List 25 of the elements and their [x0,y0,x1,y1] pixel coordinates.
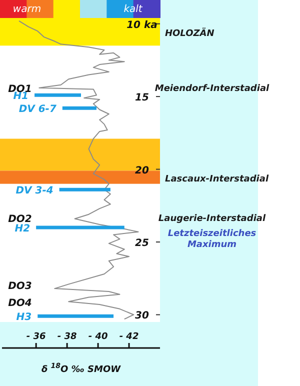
y-tick-label: 10 ka [126,20,158,31]
annotation: DO2 [8,214,32,225]
y-tick-label: 30 [135,310,149,322]
series-label: H1 [13,91,29,102]
x-tick-label: - 38 [57,332,77,342]
x-tick-label: - 42 [119,332,139,342]
x-tick-label: - 40 [88,332,108,342]
annotation: Meiendorf-Interstadial [154,84,270,94]
text: kalt [124,4,144,15]
y-tick-label: 25 [135,238,149,249]
y-tick-label: 20 [135,165,149,176]
annotation: DO3 [8,281,32,292]
annotation: DO4 [8,298,32,309]
band-label: HOLOZÄN [165,26,215,39]
y-tick-label: 15 [135,92,149,104]
series-label: H3 [16,312,32,324]
text: warm [12,4,42,15]
band-label: Lascaux-Interstadial [165,174,270,184]
series-label: DV 3-4 [16,186,54,197]
series-label: H2 [14,223,30,234]
x-axis-title: δ $^{18}$O ‰ SMOW [41,362,122,375]
x-tick-label: - 36 [26,332,46,342]
series-label: DV 6-7 [18,104,56,116]
annotation: Laugerie-Interstadial [158,214,266,224]
text: Letzteiszeitliches Maximum [168,229,257,250]
